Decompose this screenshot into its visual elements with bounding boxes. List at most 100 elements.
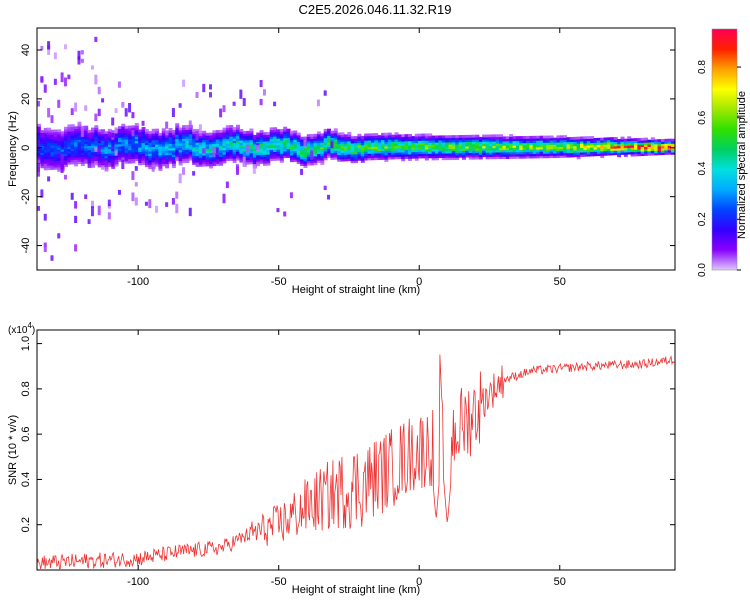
spectrogram-cell xyxy=(144,144,149,148)
spectrogram-cell xyxy=(259,138,264,142)
spectrogram-cell xyxy=(215,132,220,136)
spectrogram-cell xyxy=(151,152,156,156)
spectrogram-cell xyxy=(121,125,126,129)
spectrogram-cell xyxy=(165,141,170,145)
spectrogram-cell xyxy=(202,137,207,141)
spectrogram-cell xyxy=(212,132,217,136)
spectrogram-cell xyxy=(414,144,419,148)
spectrogram-cell xyxy=(310,138,315,142)
spectrogram-cell xyxy=(134,151,139,155)
spectrogram-cell xyxy=(276,142,281,146)
spectrogram-cell xyxy=(43,141,48,144)
spectrogram-cell xyxy=(144,159,149,163)
spectrogram-cell xyxy=(431,157,436,161)
spectrogram-cell xyxy=(370,146,375,150)
spectrogram-cell xyxy=(242,150,247,154)
spectrogram-cell xyxy=(407,147,412,151)
spectrogram-cell xyxy=(492,154,497,158)
spectrogram-noise-cell xyxy=(117,189,121,195)
spectrogram-cell xyxy=(222,154,227,157)
spectrogram-cell xyxy=(94,162,99,166)
spectrogram-cell xyxy=(205,159,210,163)
spectrogram-cell xyxy=(37,123,41,127)
spectrogram-cell xyxy=(114,148,119,152)
spectrogram-noise-cell xyxy=(330,141,334,149)
spectrogram-cell xyxy=(168,149,173,153)
spectrogram-cell xyxy=(529,146,534,150)
spectrogram-cell xyxy=(90,156,95,159)
spectrogram-cell xyxy=(667,147,672,151)
spectrogram-cell xyxy=(168,132,173,136)
spectrogram-cell xyxy=(434,155,439,159)
spectrogram-cell xyxy=(182,127,186,131)
spectrogram-cell xyxy=(53,144,58,148)
spectrogram-cell xyxy=(182,158,186,161)
spectrogram-cell xyxy=(300,163,305,166)
spectrogram-cell xyxy=(232,140,237,144)
colorbar-label: Normalized spectral amplitude xyxy=(736,91,748,239)
spectrogram-cell xyxy=(195,157,200,161)
spectrogram-cell xyxy=(421,155,426,159)
spectrogram-cell xyxy=(522,155,527,159)
spectrogram-cell xyxy=(620,143,625,147)
spectrogram-cell xyxy=(431,150,436,154)
spectrogram-cell xyxy=(391,147,396,151)
spectrogram-cell xyxy=(559,137,564,141)
spectrogram-cell xyxy=(343,154,348,157)
spectrogram-cell xyxy=(57,133,62,137)
spectrogram-cell xyxy=(293,154,298,158)
spectrogram-cell xyxy=(424,140,429,143)
spectrogram-cell xyxy=(306,138,311,142)
spectrogram-cell xyxy=(573,145,578,149)
spectrogram-cell xyxy=(266,149,271,153)
spectrogram-cell xyxy=(209,159,213,162)
spectrogram-noise-cell xyxy=(94,113,98,122)
spectrogram-cell xyxy=(485,145,490,149)
spectrogram-cell xyxy=(451,146,456,149)
spectrogram-cell xyxy=(111,152,116,156)
spectrogram-cell xyxy=(546,135,551,139)
spectrogram-cell xyxy=(394,149,399,153)
spectrogram-cell xyxy=(209,152,213,156)
spectrogram-cell xyxy=(249,146,254,149)
spectrogram-cell xyxy=(303,156,308,160)
spectrogram-cell xyxy=(445,150,450,154)
spectrogram-cell xyxy=(134,125,139,129)
spectrogram-cell xyxy=(617,143,622,147)
spectrogram-cell xyxy=(404,142,409,146)
spectrogram-cell xyxy=(434,139,439,143)
spectrogram-cell xyxy=(185,140,190,144)
spectrogram-cell xyxy=(343,156,348,160)
spectrogram-cell xyxy=(499,154,504,157)
spectrogram-cell xyxy=(155,128,160,132)
spectrogram-cell xyxy=(303,160,308,164)
spectrogram-cell xyxy=(414,153,419,157)
spectrogram-cell xyxy=(279,148,284,152)
spectrogram-cell xyxy=(198,141,203,145)
spectrogram-cell xyxy=(215,145,220,149)
spectrogram-cell xyxy=(542,153,547,157)
spectrogram-cell xyxy=(296,134,301,138)
spectrogram-cell xyxy=(448,139,453,143)
spectrogram-cell xyxy=(647,150,652,154)
spectrogram-cell xyxy=(563,143,568,147)
spectrogram-cell xyxy=(128,145,133,149)
spectrogram-cell xyxy=(381,157,385,160)
spectrogram-cell xyxy=(262,154,267,157)
spectrogram-cell xyxy=(155,135,160,139)
spectrogram-cell xyxy=(343,151,348,155)
spectrogram-cell xyxy=(394,138,399,142)
spectrogram-cell xyxy=(306,136,311,140)
spectrogram-cell xyxy=(259,160,264,164)
spectrogram-cell xyxy=(310,160,315,164)
spectrogram-cell xyxy=(276,138,281,141)
spectrogram-cell xyxy=(249,161,254,165)
spectrogram-cell xyxy=(117,159,122,162)
spectrogram-cell xyxy=(347,142,352,146)
spectrogram-cell xyxy=(303,136,308,140)
spectrogram-cell xyxy=(215,130,220,133)
spectrogram-cell xyxy=(262,151,267,155)
spectrogram-cell xyxy=(536,142,541,146)
spectrogram-frame xyxy=(36,27,676,271)
spectrogram-cell xyxy=(94,155,99,159)
